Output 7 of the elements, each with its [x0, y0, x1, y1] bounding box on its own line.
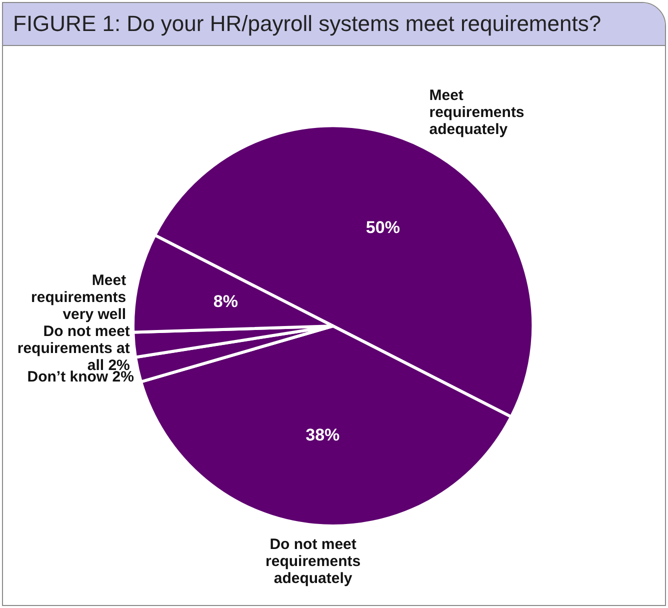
slice-label: Do not meet requirements adequately: [266, 536, 361, 588]
data-label: 8%: [213, 292, 238, 312]
data-label: 38%: [306, 426, 340, 445]
slice-label: Meet requirements adequately: [429, 87, 524, 138]
data-label: 50%: [366, 218, 400, 237]
chart-title: FIGURE 1: Do your HR/payroll systems meet requirements?: [3, 3, 665, 46]
slice-label: Meet requirements very well: [31, 272, 126, 323]
